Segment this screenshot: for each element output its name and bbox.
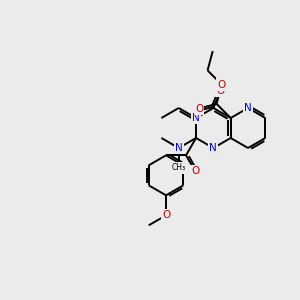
- Text: N: N: [175, 143, 183, 153]
- Text: N: N: [244, 103, 252, 113]
- Text: O: O: [195, 103, 203, 113]
- Text: N: N: [209, 143, 217, 153]
- Text: O: O: [216, 86, 224, 96]
- Text: O: O: [191, 166, 199, 176]
- Text: O: O: [162, 210, 170, 220]
- Text: CH₃: CH₃: [172, 164, 186, 172]
- Text: N: N: [192, 113, 200, 123]
- Text: O: O: [218, 80, 226, 89]
